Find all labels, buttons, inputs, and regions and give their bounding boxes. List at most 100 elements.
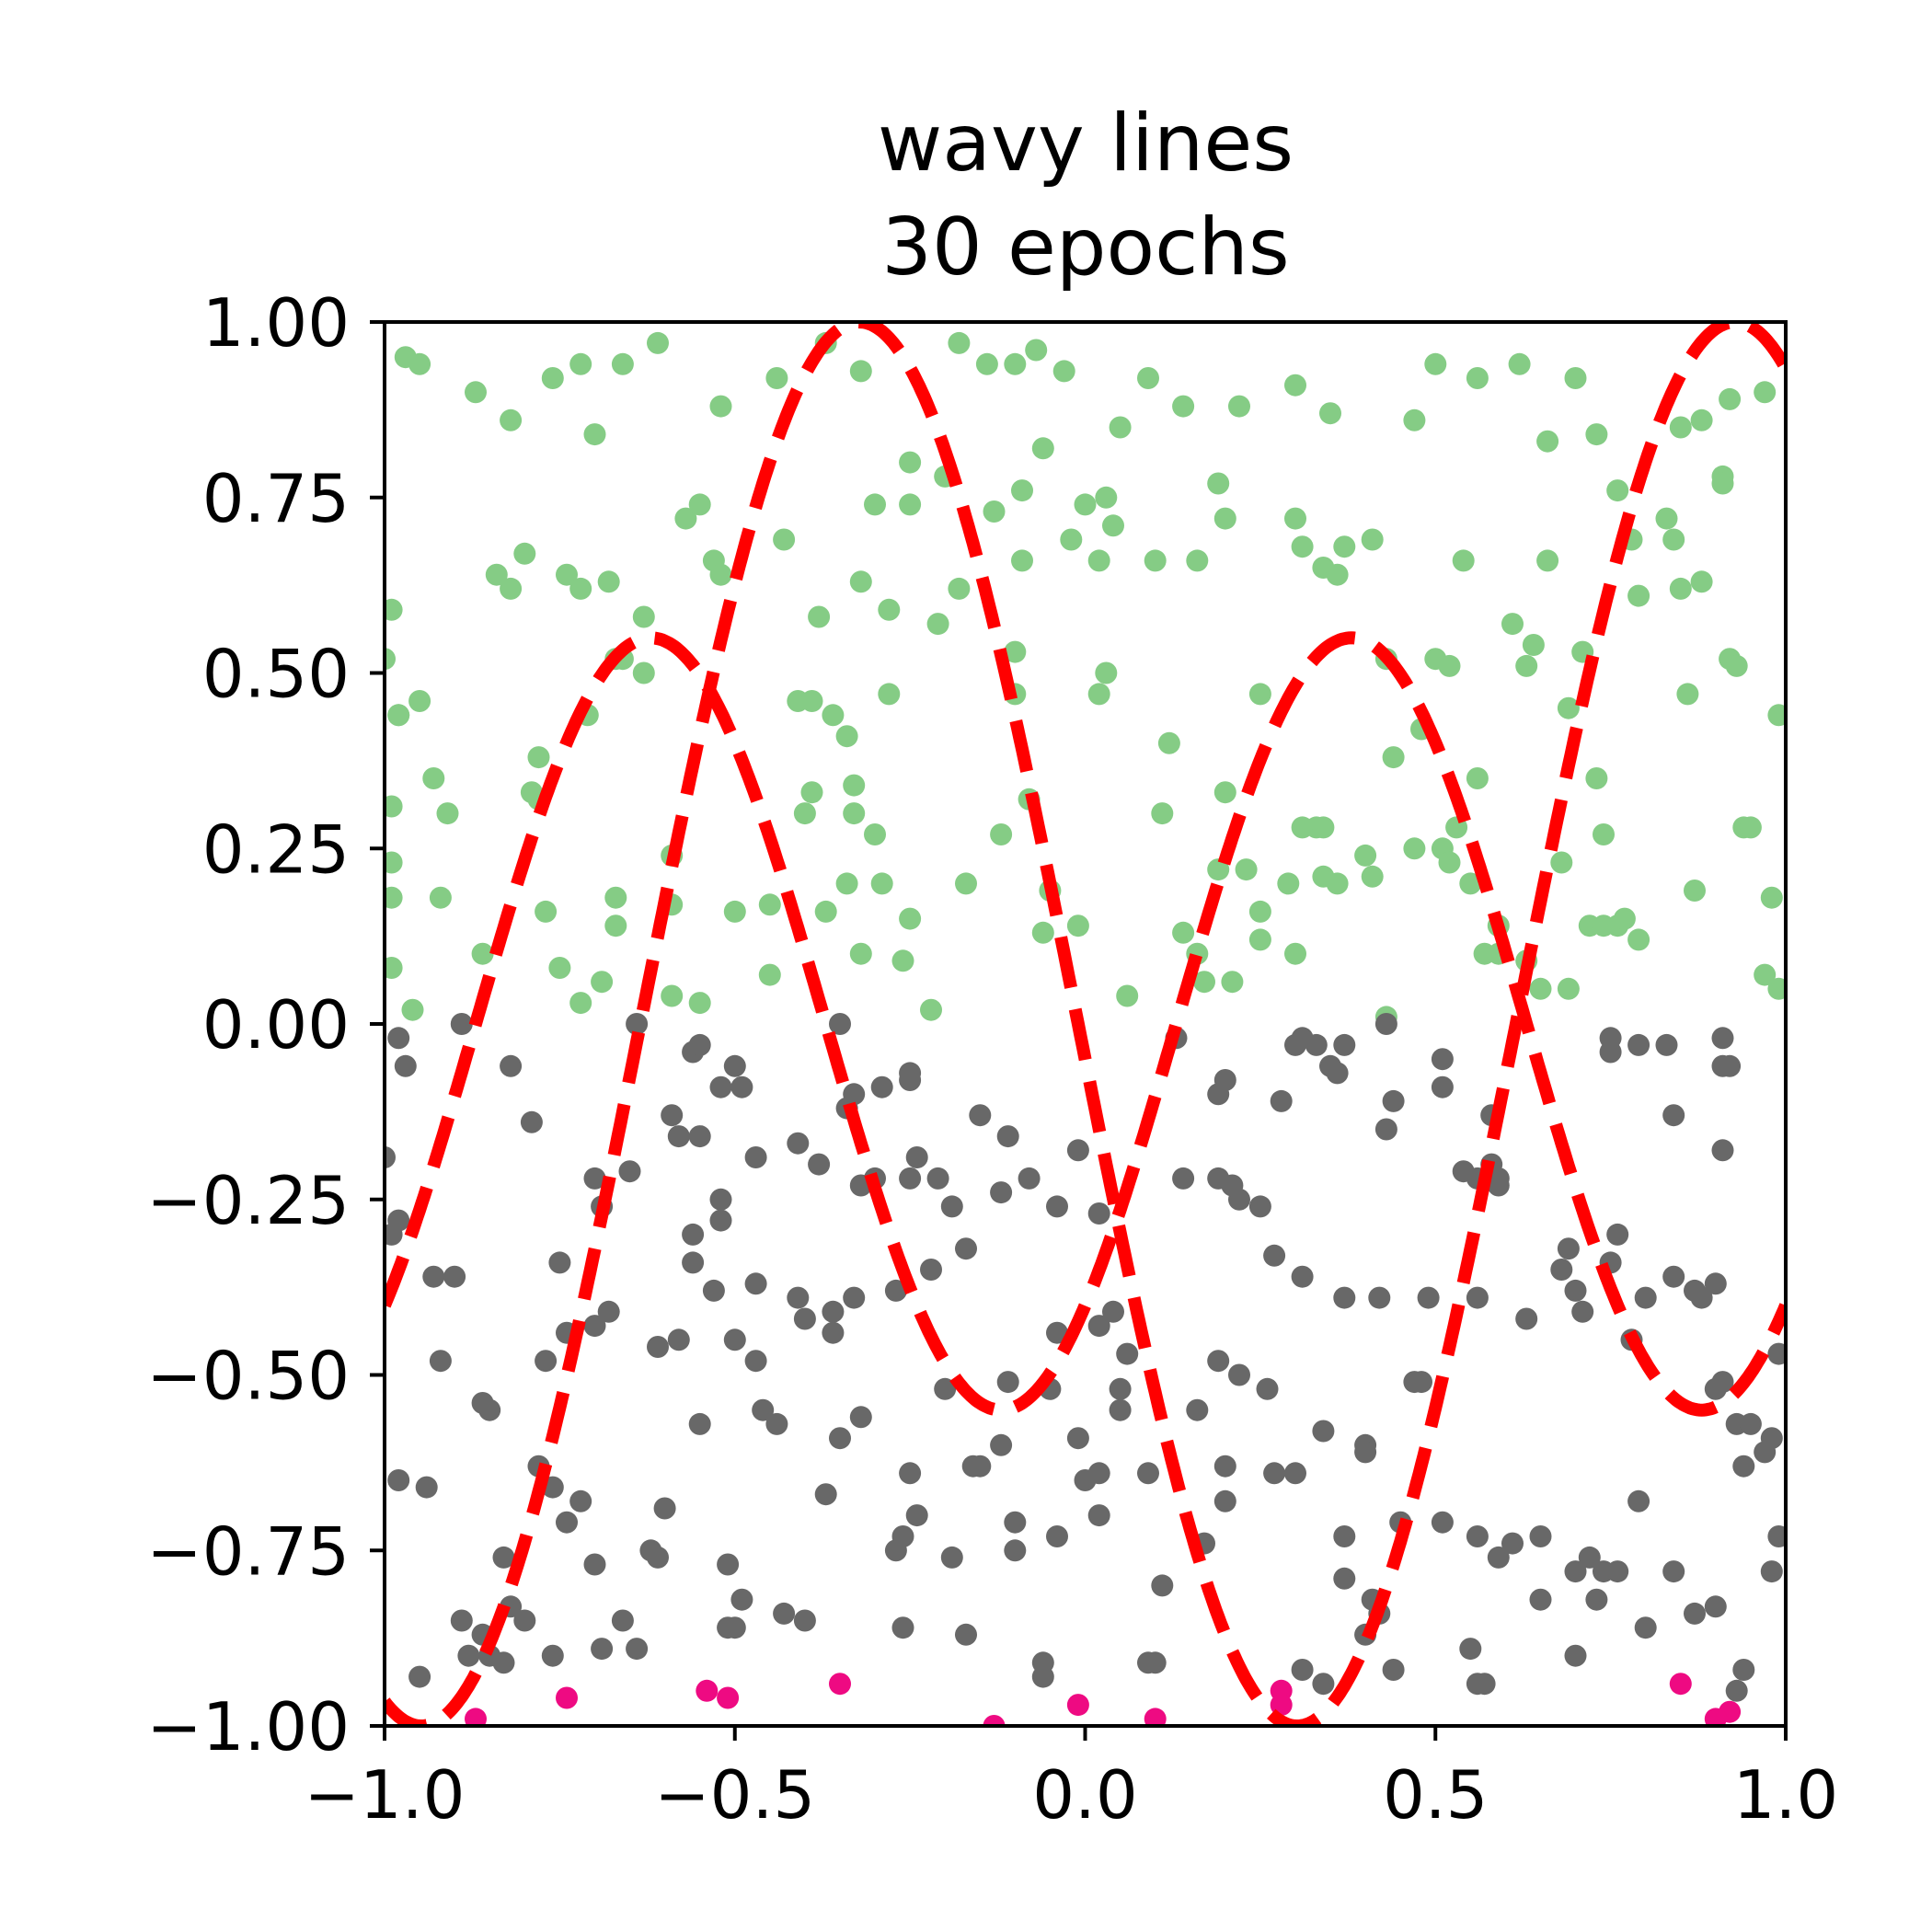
- scatter-point: [548, 957, 571, 979]
- scatter-point: [1151, 802, 1174, 825]
- scatter-point: [899, 1167, 922, 1190]
- scatter-point: [843, 1083, 866, 1106]
- scatter-point: [1333, 1567, 1356, 1590]
- scatter-point: [1719, 387, 1742, 410]
- scatter-point: [1732, 1659, 1755, 1681]
- scatter-point: [1031, 921, 1054, 944]
- scatter-point: [611, 352, 634, 375]
- scatter-point: [1144, 1708, 1167, 1726]
- scatter-point: [465, 1708, 487, 1726]
- scatter-point: [1473, 1673, 1496, 1696]
- y-tick-label: −0.75: [146, 1512, 350, 1590]
- y-tick-label: −1.00: [146, 1688, 350, 1765]
- scatter-point: [1662, 1560, 1685, 1583]
- scatter-point: [1207, 1350, 1230, 1373]
- scatter-point: [1438, 654, 1461, 677]
- scatter-point: [723, 1328, 746, 1351]
- scatter-point: [688, 992, 711, 1015]
- scatter-point: [1213, 1455, 1236, 1478]
- dashed-curve: [385, 631, 1786, 1417]
- scatter-point: [1326, 1062, 1349, 1085]
- scatter-point: [905, 1504, 928, 1527]
- scatter-point: [829, 1673, 851, 1696]
- scatter-point: [604, 914, 627, 937]
- scatter-point: [1669, 577, 1692, 600]
- scatter-point: [1690, 570, 1713, 593]
- scatter-point: [1536, 430, 1559, 453]
- scatter-point: [385, 957, 403, 979]
- x-axis: −1.0 −0.5 0.0 0.5 1.0: [305, 1726, 1838, 1834]
- scatter-point: [940, 1546, 963, 1569]
- scatter-point: [1487, 1546, 1510, 1569]
- scatter-point: [1585, 767, 1608, 789]
- scatter-point: [717, 1686, 740, 1709]
- scatter-point: [1711, 472, 1734, 495]
- scatter-point: [1144, 1651, 1167, 1674]
- scatter-point: [1613, 907, 1636, 930]
- scatter-point: [1466, 767, 1489, 789]
- scatter-point: [408, 690, 431, 712]
- scatter-point: [688, 1125, 711, 1148]
- scatter-point: [500, 408, 523, 431]
- scatter-point: [1403, 837, 1426, 860]
- scatter-point: [436, 802, 459, 825]
- scatter-point: [1655, 1033, 1678, 1056]
- scatter-point: [1515, 1307, 1538, 1330]
- scatter-point: [1515, 654, 1538, 677]
- scatter-point: [1564, 1279, 1587, 1302]
- scatter-point: [500, 1054, 523, 1077]
- scatter-point: [604, 886, 627, 909]
- scatter-point: [408, 1665, 431, 1688]
- scatter-point: [597, 570, 620, 593]
- scatter-point: [926, 613, 949, 636]
- y-tick-label: 0.25: [202, 811, 350, 888]
- scatter-point: [1087, 549, 1110, 572]
- scatter-point: [1291, 1265, 1314, 1288]
- scatter-point: [800, 690, 823, 712]
- scatter-point: [1719, 1700, 1742, 1723]
- scatter-point: [1732, 1455, 1755, 1478]
- dashed-curve: [385, 322, 1786, 1726]
- scatter-point: [1116, 1342, 1139, 1365]
- scatter-point: [387, 1209, 410, 1232]
- scatter-point: [1676, 683, 1699, 706]
- scatter-point: [975, 352, 998, 375]
- scatter-point: [1046, 1321, 1068, 1344]
- scatter-point: [450, 1609, 473, 1632]
- scatter-point: [1333, 1033, 1356, 1056]
- scatter-point: [492, 1651, 515, 1674]
- scatter-point: [934, 1377, 957, 1400]
- scatter-point: [1593, 823, 1615, 845]
- scatter-point: [583, 1553, 606, 1576]
- scatter-point: [1374, 1118, 1397, 1141]
- scatter-point: [1066, 1139, 1089, 1162]
- scatter-point: [864, 493, 886, 516]
- scatter-point: [996, 1125, 1019, 1148]
- scatter-point: [1487, 1174, 1510, 1197]
- scatter-point: [1438, 851, 1461, 874]
- scatter-point: [1754, 963, 1777, 986]
- scatter-point: [541, 1644, 564, 1667]
- scatter-point: [1767, 1342, 1786, 1365]
- scatter-point: [1410, 1371, 1432, 1394]
- scatter-point: [744, 1146, 767, 1168]
- scatter-point: [1095, 661, 1118, 684]
- scatter-point: [1305, 1033, 1328, 1056]
- scatter-point: [471, 942, 494, 965]
- scatter-point: [1018, 1167, 1041, 1190]
- scatter-point: [955, 1237, 977, 1260]
- scatter-point: [730, 1588, 753, 1611]
- scatter-point: [569, 992, 592, 1015]
- scatter-point: [829, 1013, 851, 1035]
- scatter-point: [878, 598, 901, 621]
- scatter-point: [1754, 381, 1777, 404]
- scatter-point: [682, 1251, 705, 1274]
- scatter-point: [1354, 844, 1377, 867]
- scatter-point: [583, 1315, 606, 1338]
- scatter-point: [884, 1279, 907, 1302]
- scatter-point: [969, 1104, 992, 1127]
- scatter-point: [723, 1054, 746, 1077]
- scatter-point: [429, 1350, 452, 1373]
- scatter-point: [1627, 928, 1650, 951]
- scatter-point: [1760, 1560, 1783, 1583]
